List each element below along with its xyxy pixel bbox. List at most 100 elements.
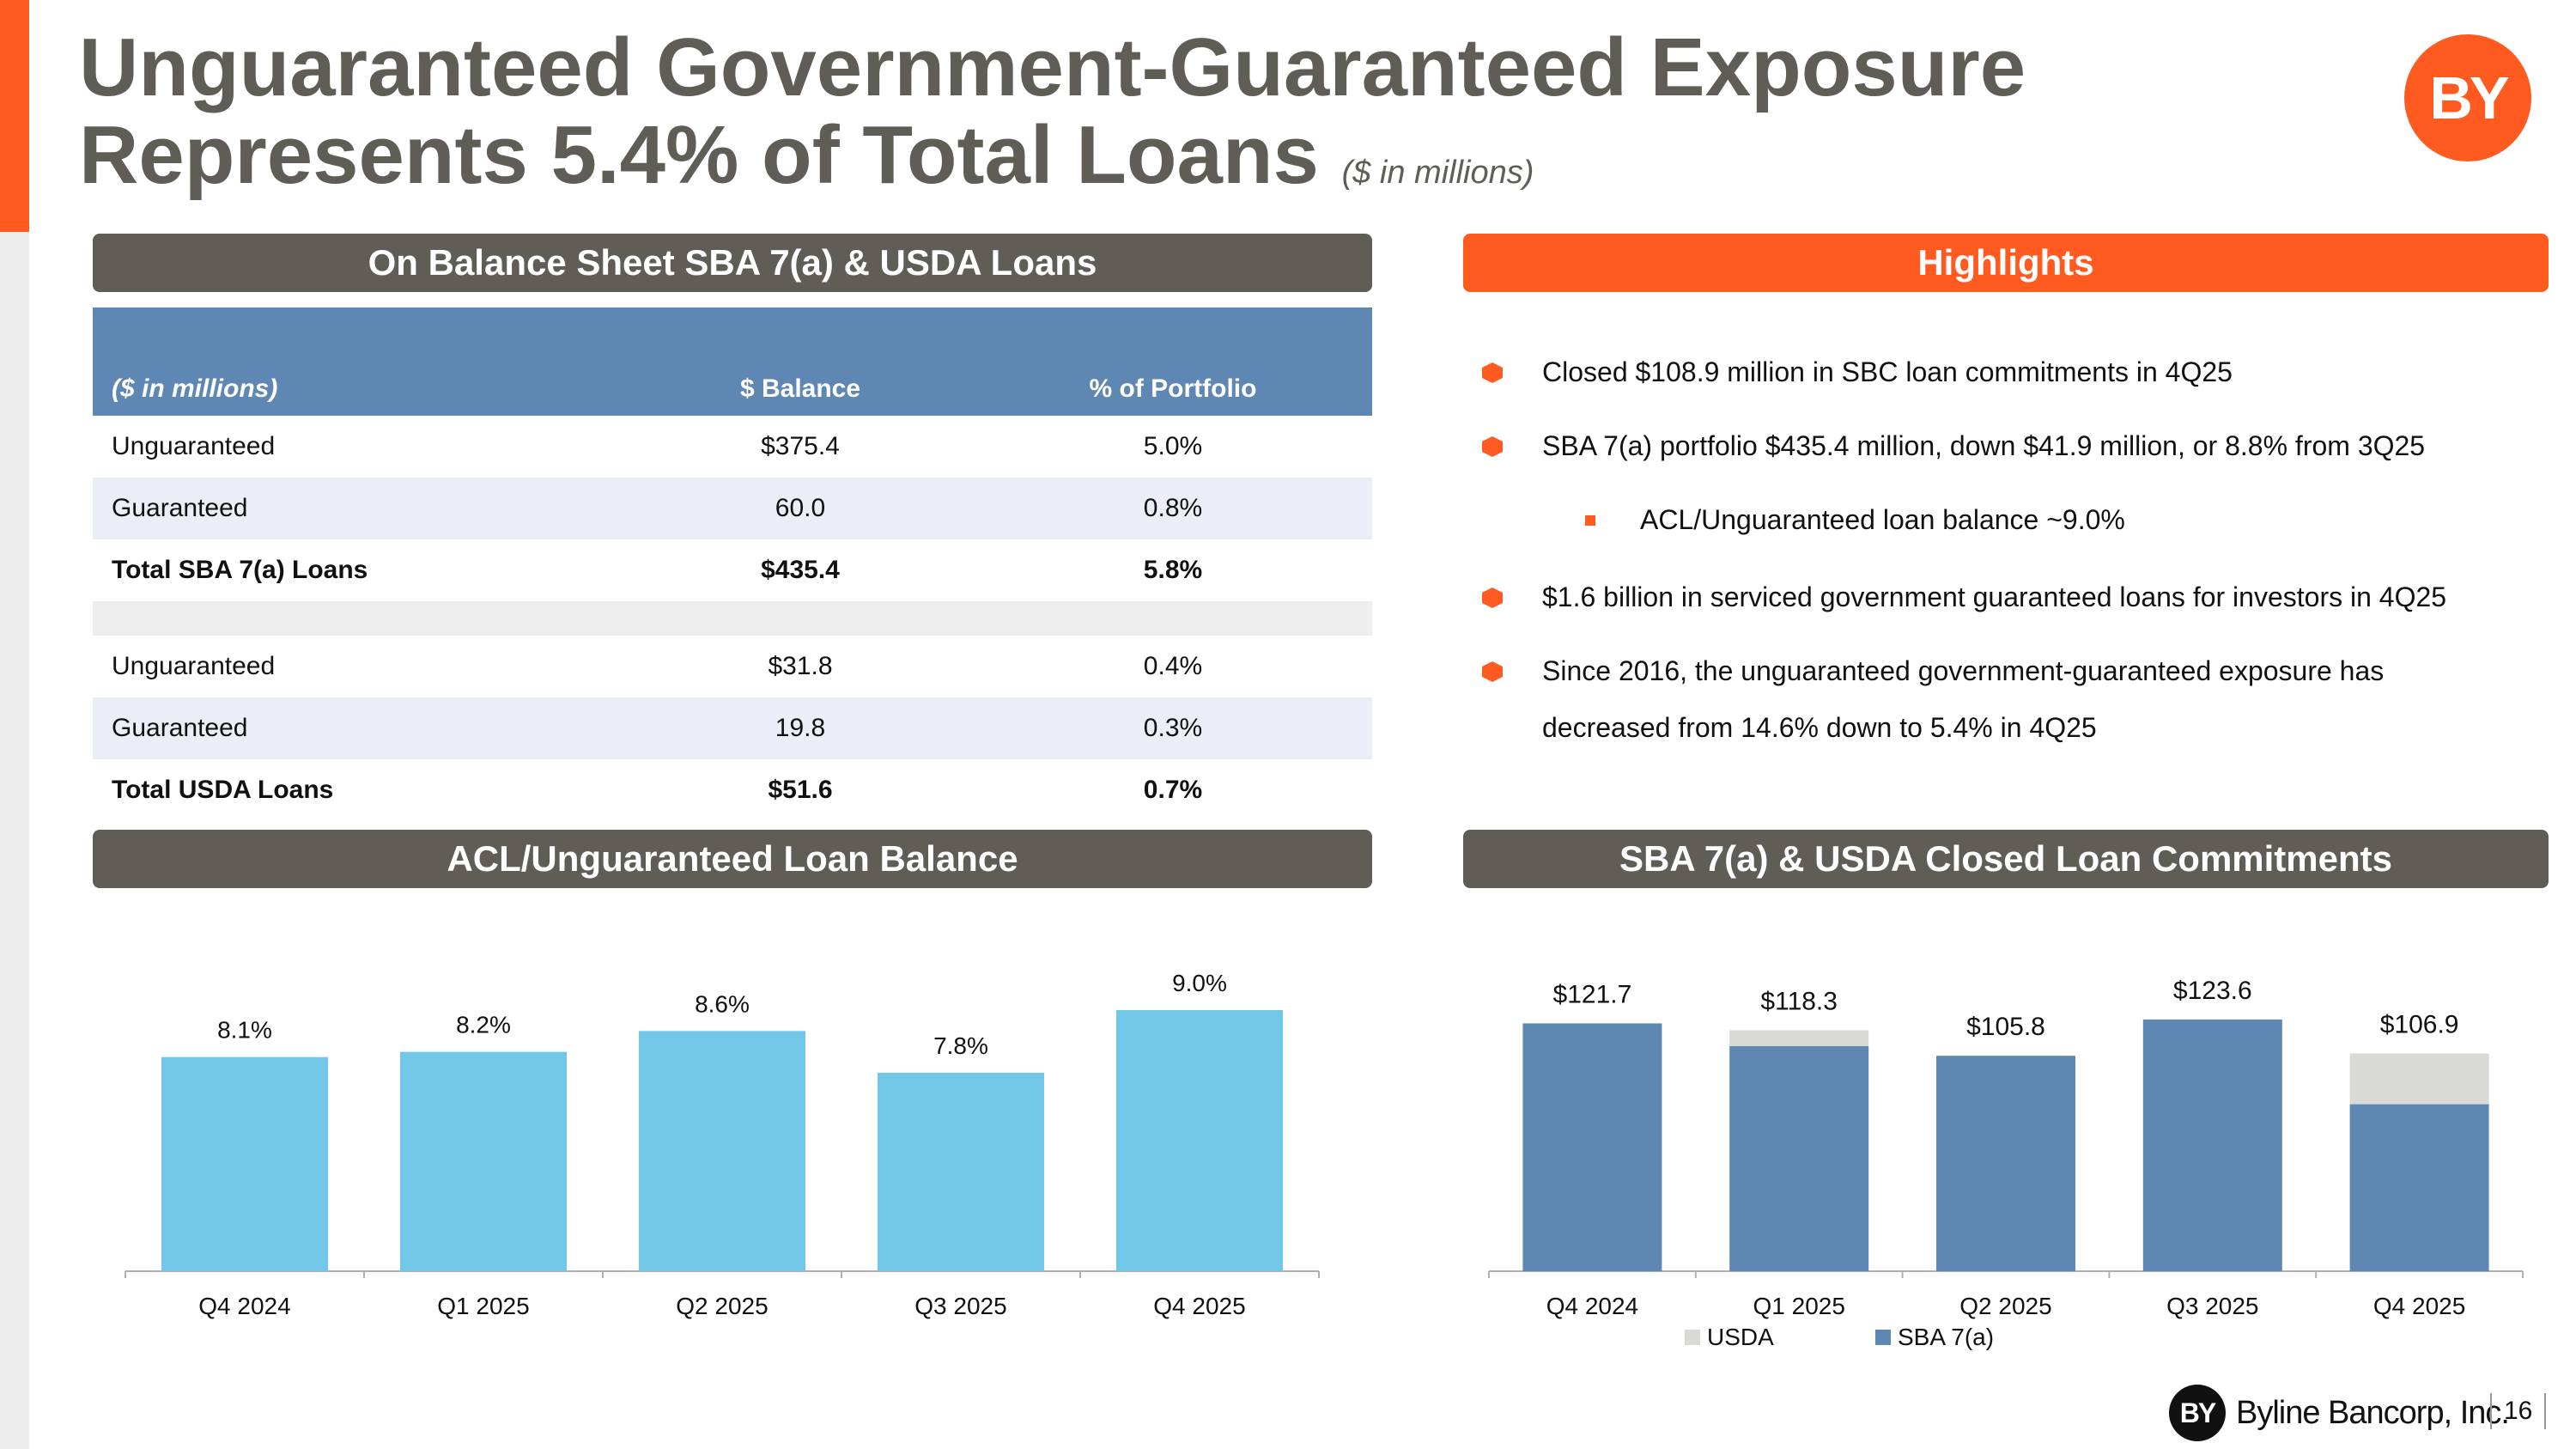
highlight-sub-text: ACL/Unguaranteed loan balance ~9.0%: [1640, 504, 2125, 535]
legend-swatch-sba: [1875, 1330, 1891, 1345]
commitments-chart: $121.7 Q4 2024 $118.3 Q1 2025 $105.8 Q2 2025 $…: [1488, 977, 2524, 1350]
legend-label-usda: USDA: [1707, 1324, 1774, 1350]
bar: [639, 1031, 805, 1271]
highlight-sub-item: ACL/Unguaranteed loan balance ~9.0%: [1475, 491, 2531, 548]
table-row: Unguaranteed $375.4 5.0%: [93, 416, 1372, 478]
total-label: $123.6: [2173, 977, 2252, 1005]
hexagon-bullet-icon: [1482, 661, 1503, 682]
bar: [161, 1056, 328, 1271]
row-portfolio: 0.8%: [974, 478, 1372, 539]
col-header-balance: $ Balance: [627, 307, 974, 416]
accent-strip: [0, 0, 29, 232]
highlight-item: Closed $108.9 million in SBC loan commit…: [1475, 344, 2531, 400]
company-logo: BY: [2404, 34, 2531, 161]
total-label: $106.9: [2380, 1011, 2459, 1039]
row-balance: $435.4: [761, 556, 840, 584]
row-balance: $31.8: [768, 652, 833, 680]
x-tick-label: Q1 2025: [437, 1293, 529, 1319]
table-row-total: Total USDA Loans $51.6 0.7%: [93, 759, 1372, 821]
highlights-list: Closed $108.9 million in SBC loan commit…: [1475, 344, 2531, 794]
bar-usda: [1729, 1030, 1869, 1047]
hexagon-bullet-icon: [1482, 436, 1503, 457]
x-tick-label: Q3 2025: [2166, 1293, 2258, 1319]
total-label: $105.8: [1966, 1013, 2045, 1041]
highlight-text: $1.6 billion in serviced government guar…: [1542, 581, 2447, 612]
row-label: Unguaranteed: [112, 432, 276, 460]
title-line-1: Unguaranteed Government-Guaranteed Expos…: [79, 21, 2026, 113]
bar-sba: [1522, 1023, 1662, 1271]
acl-chart: 8.1% Q4 2024 8.2% Q1 2025 8.6% Q2 2025 7.8% Q3 …: [125, 970, 1320, 1319]
loans-table: ($ in millions) $ Balance % of Portfolio…: [93, 307, 1372, 821]
spacer-cell: [93, 601, 1372, 636]
data-label: 8.1%: [217, 1017, 272, 1044]
page-number: 16: [2490, 1393, 2547, 1429]
hexagon-bullet-icon: [1482, 362, 1503, 383]
side-strip: [0, 232, 29, 1449]
row-label: Total USDA Loans: [112, 776, 334, 804]
col-header-portfolio: % of Portfolio: [974, 307, 1372, 416]
hexagon-bullet-icon: [1482, 588, 1503, 608]
total-label: $121.7: [1553, 980, 1632, 1008]
x-tick-label: Q4 2025: [2373, 1293, 2465, 1319]
title-unit: ($ in millions): [1341, 155, 1534, 191]
bar-sba: [1729, 1046, 1869, 1271]
bar-sba: [1936, 1056, 2075, 1271]
row-portfolio: 5.0%: [1143, 432, 1203, 460]
row-label: Total SBA 7(a) Loans: [112, 556, 368, 584]
data-label: 8.2%: [456, 1012, 511, 1038]
x-tick-label: Q3 2025: [914, 1293, 1006, 1319]
x-tick-label: Q4 2024: [198, 1293, 290, 1319]
row-portfolio: 0.3%: [974, 697, 1372, 759]
row-label: Guaranteed: [93, 697, 627, 759]
highlight-text-line-2: decreased from 14.6% down to 5.4% in 4Q2…: [1542, 712, 2097, 743]
col-header-units: ($ in millions): [93, 307, 627, 416]
row-balance: $51.6: [768, 776, 833, 804]
logo-text: BY: [2429, 64, 2509, 131]
x-tick-label: Q2 2025: [676, 1293, 768, 1319]
table-header-row: ($ in millions) $ Balance % of Portfolio: [93, 307, 1372, 416]
data-label: 8.6%: [695, 990, 750, 1017]
table-row: Unguaranteed $31.8 0.4%: [93, 636, 1372, 697]
square-bullet-icon: [1585, 515, 1595, 526]
highlight-item: $1.6 billion in serviced government guar…: [1475, 569, 2531, 625]
table-row-total: Total SBA 7(a) Loans $435.4 5.8%: [93, 539, 1372, 601]
x-tick-label: Q4 2024: [1546, 1293, 1638, 1319]
table-spacer-row: [93, 601, 1372, 636]
data-label: 9.0%: [1172, 970, 1227, 996]
row-balance: 60.0: [627, 478, 974, 539]
highlights-header: Highlights: [1463, 234, 2549, 292]
table-row: Guaranteed 19.8 0.3%: [93, 697, 1372, 759]
legend-swatch-usda: [1685, 1330, 1700, 1345]
acl-chart-header: ACL/Unguaranteed Loan Balance: [93, 830, 1372, 888]
footer-logo: BY Byline Bancorp, Inc.: [2169, 1385, 2510, 1441]
row-portfolio: 5.8%: [1143, 556, 1203, 584]
loans-table-header: On Balance Sheet SBA 7(a) & USDA Loans: [93, 234, 1372, 292]
title-line-2: Represents 5.4% of Total Loans: [79, 109, 1319, 201]
row-label: Unguaranteed: [112, 652, 276, 680]
x-tick-label: Q4 2025: [1153, 1293, 1245, 1319]
legend-label-sba: SBA 7(a): [1898, 1324, 1994, 1350]
bar-sba: [2142, 1019, 2282, 1271]
row-balance: 19.8: [627, 697, 974, 759]
bar: [400, 1051, 567, 1271]
highlight-text: Closed $108.9 million in SBC loan commit…: [1542, 356, 2233, 387]
highlight-item: SBA 7(a) portfolio $435.4 million, down …: [1475, 417, 2531, 474]
bar: [1116, 1010, 1283, 1271]
row-label: Guaranteed: [93, 478, 627, 539]
footer-badge: BY: [2169, 1385, 2226, 1441]
bar-usda: [2349, 1053, 2489, 1105]
bar-sba: [2349, 1104, 2489, 1271]
page-title: Unguaranteed Government-Guaranteed Expos…: [79, 24, 2312, 216]
row-portfolio: 0.7%: [1143, 776, 1203, 804]
highlight-text-line-1: Since 2016, the unguaranteed government-…: [1542, 655, 2385, 686]
highlight-item: Since 2016, the unguaranteed government-…: [1475, 642, 2531, 756]
total-label: $118.3: [1760, 988, 1838, 1016]
x-tick-label: Q2 2025: [1959, 1293, 2051, 1319]
highlight-text: SBA 7(a) portfolio $435.4 million, down …: [1542, 430, 2426, 461]
row-balance: $375.4: [761, 432, 840, 460]
bar: [878, 1072, 1044, 1271]
footer-company-name: Byline Bancorp, Inc.: [2236, 1394, 2510, 1431]
x-tick-label: Q1 2025: [1753, 1293, 1844, 1319]
row-portfolio: 0.4%: [1143, 652, 1203, 680]
data-label: 7.8%: [933, 1032, 988, 1059]
